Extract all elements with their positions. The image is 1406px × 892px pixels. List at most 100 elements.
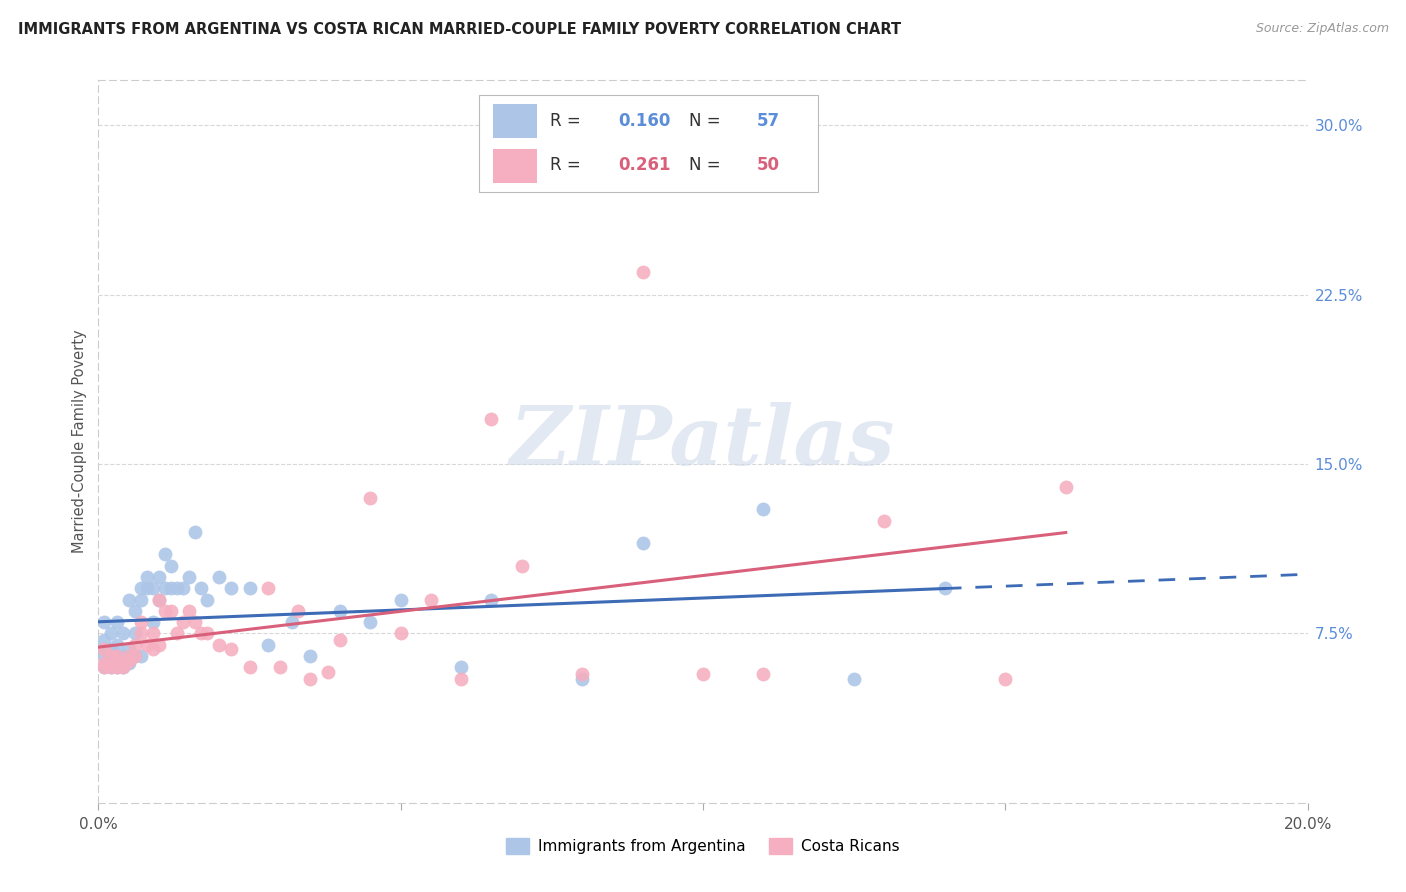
Point (100, 660, 122, 674)
Point (481, 592, 503, 607)
Point (129, 626, 152, 640)
Point (166, 626, 188, 640)
Point (221, 582, 243, 596)
Point (105, 660, 128, 674)
Point (160, 582, 183, 596)
Point (752, 502, 775, 516)
Point (179, 604, 201, 618)
Point (105, 638, 128, 652)
Point (239, 660, 262, 674)
Point (93, 633, 115, 648)
Point (184, 615, 207, 630)
Point (208, 638, 231, 652)
Point (124, 604, 146, 618)
Text: Source: ZipAtlas.com: Source: ZipAtlas.com (1256, 22, 1389, 36)
Point (100, 660, 122, 674)
Point (256, 638, 278, 652)
Point (93, 660, 115, 674)
Point (124, 638, 146, 652)
Point (316, 665, 339, 679)
Point (111, 626, 134, 640)
Point (135, 582, 157, 596)
Point (360, 615, 382, 630)
Point (994, 672, 1017, 686)
Point (692, 667, 714, 681)
Point (299, 648, 322, 663)
Point (129, 648, 152, 663)
Point (118, 592, 141, 607)
Point (195, 592, 218, 607)
Point (148, 592, 170, 607)
Point (111, 648, 134, 663)
Point (118, 642, 141, 657)
Point (118, 648, 141, 663)
Point (124, 626, 146, 640)
Point (281, 615, 304, 630)
Point (129, 615, 152, 630)
Point (93, 642, 115, 657)
Point (420, 592, 443, 607)
Point (142, 582, 165, 596)
Point (190, 582, 212, 596)
Point (135, 638, 157, 652)
Text: IMMIGRANTS FROM ARGENTINA VS COSTA RICAN MARRIED-COUPLE FAMILY POVERTY CORRELATI: IMMIGRANTS FROM ARGENTINA VS COSTA RICAN… (18, 22, 901, 37)
Point (153, 604, 176, 618)
Y-axis label: Married-Couple Family Poverty: Married-Couple Family Poverty (72, 330, 87, 553)
Point (389, 626, 412, 640)
Point (93, 648, 115, 663)
Point (160, 604, 183, 618)
Point (208, 570, 231, 584)
Point (111, 660, 134, 674)
Point (481, 412, 503, 426)
Point (93, 656, 115, 670)
Point (160, 558, 183, 573)
Point (100, 642, 122, 657)
Point (118, 654, 141, 668)
Text: ZIPatlas: ZIPatlas (510, 401, 896, 482)
Point (184, 524, 207, 539)
Point (142, 615, 165, 630)
Point (100, 626, 122, 640)
Point (752, 667, 775, 681)
Point (148, 592, 170, 607)
Point (111, 656, 134, 670)
Point (142, 626, 165, 640)
Point (510, 558, 533, 573)
Point (450, 660, 472, 674)
Point (631, 265, 654, 279)
Point (360, 491, 382, 505)
Point (221, 642, 243, 657)
Point (148, 638, 170, 652)
Point (166, 582, 188, 596)
Point (631, 536, 654, 550)
Point (329, 604, 352, 618)
Point (118, 656, 141, 670)
Point (172, 615, 194, 630)
Point (195, 626, 218, 640)
Point (1054, 480, 1077, 494)
Point (93, 615, 115, 630)
Point (873, 514, 896, 528)
Point (129, 582, 152, 596)
Point (389, 592, 412, 607)
Point (148, 570, 170, 584)
Point (269, 660, 291, 674)
Point (153, 582, 176, 596)
Point (153, 548, 176, 562)
Point (844, 672, 866, 686)
Point (124, 648, 146, 663)
Point (124, 648, 146, 663)
Point (93, 642, 115, 657)
Point (129, 592, 152, 607)
Point (256, 582, 278, 596)
Point (100, 654, 122, 668)
Point (571, 667, 593, 681)
Point (450, 672, 472, 686)
Point (105, 615, 128, 630)
Point (105, 648, 128, 663)
Point (105, 648, 128, 663)
Point (135, 570, 157, 584)
Point (239, 582, 262, 596)
Point (105, 660, 128, 674)
Point (93, 660, 115, 674)
